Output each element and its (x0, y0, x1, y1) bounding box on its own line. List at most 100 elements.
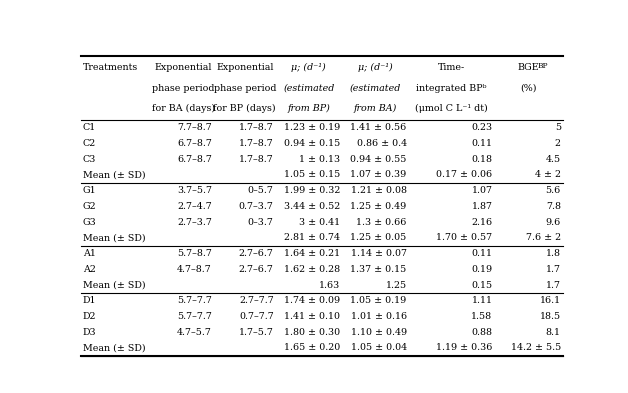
Text: 1.58: 1.58 (471, 312, 492, 321)
Text: Exponential: Exponential (216, 63, 274, 72)
Text: 0.15: 0.15 (471, 281, 492, 290)
Text: 2.7–4.7: 2.7–4.7 (177, 202, 212, 211)
Text: phase period: phase period (152, 83, 214, 92)
Text: μ; (d⁻¹): μ; (d⁻¹) (358, 63, 392, 72)
Text: 1.62 ± 0.28: 1.62 ± 0.28 (284, 265, 340, 274)
Text: 0.94 ± 0.15: 0.94 ± 0.15 (284, 139, 340, 148)
Text: 0.23: 0.23 (471, 123, 492, 132)
Text: BGE: BGE (517, 63, 539, 72)
Text: 1.25: 1.25 (386, 281, 407, 290)
Text: 1.8: 1.8 (546, 249, 561, 258)
Text: (μmol C L⁻¹ dt): (μmol C L⁻¹ dt) (415, 104, 488, 113)
Text: 14.2 ± 5.5: 14.2 ± 5.5 (511, 343, 561, 353)
Text: 1.14 ± 0.07: 1.14 ± 0.07 (350, 249, 407, 258)
Text: 1.70 ± 0.57: 1.70 ± 0.57 (436, 233, 492, 242)
Text: 1.25 ± 0.05: 1.25 ± 0.05 (350, 233, 407, 242)
Text: 5.7–7.7: 5.7–7.7 (177, 312, 212, 321)
Text: 0.88: 0.88 (472, 328, 492, 337)
Text: A2: A2 (83, 265, 95, 274)
Text: 1.99 ± 0.32: 1.99 ± 0.32 (284, 186, 340, 195)
Text: for BP (days): for BP (days) (214, 104, 276, 113)
Text: 1 ± 0.13: 1 ± 0.13 (299, 154, 340, 163)
Text: A1: A1 (83, 249, 95, 258)
Text: 0.18: 0.18 (472, 154, 492, 163)
Text: 1.74 ± 0.09: 1.74 ± 0.09 (284, 296, 340, 305)
Text: 1.7–5.7: 1.7–5.7 (239, 328, 274, 337)
Text: 0.94 ± 0.55: 0.94 ± 0.55 (350, 154, 407, 163)
Text: C1: C1 (83, 123, 96, 132)
Text: G3: G3 (83, 218, 97, 227)
Text: 1.21 ± 0.08: 1.21 ± 0.08 (350, 186, 407, 195)
Text: 2.7–6.7: 2.7–6.7 (239, 249, 274, 258)
Text: 1.11: 1.11 (472, 296, 492, 305)
Text: 1.87: 1.87 (472, 202, 492, 211)
Text: 18.5: 18.5 (539, 312, 561, 321)
Text: (%): (%) (521, 83, 537, 92)
Text: Mean (± SD): Mean (± SD) (83, 170, 146, 179)
Text: 1.7–8.7: 1.7–8.7 (239, 154, 274, 163)
Text: 3.7–5.7: 3.7–5.7 (177, 186, 212, 195)
Text: G2: G2 (83, 202, 97, 211)
Text: 7.7–8.7: 7.7–8.7 (177, 123, 212, 132)
Text: from BA): from BA) (354, 104, 397, 113)
Text: 2.7–6.7: 2.7–6.7 (239, 265, 274, 274)
Text: Mean (± SD): Mean (± SD) (83, 233, 146, 242)
Text: 3.44 ± 0.52: 3.44 ± 0.52 (284, 202, 340, 211)
Text: 2.81 ± 0.74: 2.81 ± 0.74 (284, 233, 340, 242)
Text: 1.41 ± 0.56: 1.41 ± 0.56 (350, 123, 407, 132)
Text: 1.64 ± 0.21: 1.64 ± 0.21 (284, 249, 340, 258)
Text: 16.1: 16.1 (539, 296, 561, 305)
Text: 0.11: 0.11 (472, 249, 492, 258)
Text: Time-: Time- (438, 63, 465, 72)
Text: 1.07 ± 0.39: 1.07 ± 0.39 (350, 170, 407, 179)
Text: 0–3.7: 0–3.7 (248, 218, 274, 227)
Text: 1.41 ± 0.10: 1.41 ± 0.10 (284, 312, 340, 321)
Text: 5.7–7.7: 5.7–7.7 (177, 296, 212, 305)
Text: 1.7–8.7: 1.7–8.7 (239, 123, 274, 132)
Text: 1.65 ± 0.20: 1.65 ± 0.20 (284, 343, 340, 353)
Text: 1.7: 1.7 (546, 281, 561, 290)
Text: 2.7–3.7: 2.7–3.7 (177, 218, 212, 227)
Text: 1.07: 1.07 (472, 186, 492, 195)
Text: 5.7–8.7: 5.7–8.7 (177, 249, 212, 258)
Text: 2: 2 (555, 139, 561, 148)
Text: Exponential: Exponential (154, 63, 212, 72)
Text: from BP): from BP) (288, 104, 330, 113)
Text: 5: 5 (555, 123, 561, 132)
Text: 4.7–8.7: 4.7–8.7 (177, 265, 212, 274)
Text: D1: D1 (83, 296, 96, 305)
Text: 4.5: 4.5 (546, 154, 561, 163)
Text: 1.37 ± 0.15: 1.37 ± 0.15 (350, 265, 407, 274)
Text: 4 ± 2: 4 ± 2 (535, 170, 561, 179)
Text: 6.7–8.7: 6.7–8.7 (177, 154, 212, 163)
Text: μ; (d⁻¹): μ; (d⁻¹) (291, 63, 326, 72)
Text: 2.7–7.7: 2.7–7.7 (239, 296, 274, 305)
Text: 8.1: 8.1 (546, 328, 561, 337)
Text: 1.19 ± 0.36: 1.19 ± 0.36 (436, 343, 492, 353)
Text: 0.7–3.7: 0.7–3.7 (239, 202, 274, 211)
Text: 1.23 ± 0.19: 1.23 ± 0.19 (284, 123, 340, 132)
Text: integrated BPᵇ: integrated BPᵇ (416, 83, 487, 92)
Text: 4.7–5.7: 4.7–5.7 (177, 328, 212, 337)
Text: 9.6: 9.6 (546, 218, 561, 227)
Text: (estimated: (estimated (350, 83, 401, 92)
Text: (estimated: (estimated (283, 83, 335, 92)
Text: 5.6: 5.6 (546, 186, 561, 195)
Text: for BA (days): for BA (days) (151, 104, 215, 113)
Text: Mean (± SD): Mean (± SD) (83, 281, 146, 290)
Text: BP: BP (538, 62, 548, 70)
Text: 2.16: 2.16 (471, 218, 492, 227)
Text: 1.05 ± 0.04: 1.05 ± 0.04 (350, 343, 407, 353)
Text: Mean (± SD): Mean (± SD) (83, 343, 146, 353)
Text: 0.17 ± 0.06: 0.17 ± 0.06 (436, 170, 492, 179)
Text: 0.11: 0.11 (472, 139, 492, 148)
Text: C2: C2 (83, 139, 96, 148)
Text: 1.7–8.7: 1.7–8.7 (239, 139, 274, 148)
Text: 6.7–8.7: 6.7–8.7 (177, 139, 212, 148)
Text: D3: D3 (83, 328, 97, 337)
Text: 0–5.7: 0–5.7 (248, 186, 274, 195)
Text: 0.19: 0.19 (471, 265, 492, 274)
Text: 1.3 ± 0.66: 1.3 ± 0.66 (356, 218, 407, 227)
Text: 1.10 ± 0.49: 1.10 ± 0.49 (350, 328, 407, 337)
Text: C3: C3 (83, 154, 96, 163)
